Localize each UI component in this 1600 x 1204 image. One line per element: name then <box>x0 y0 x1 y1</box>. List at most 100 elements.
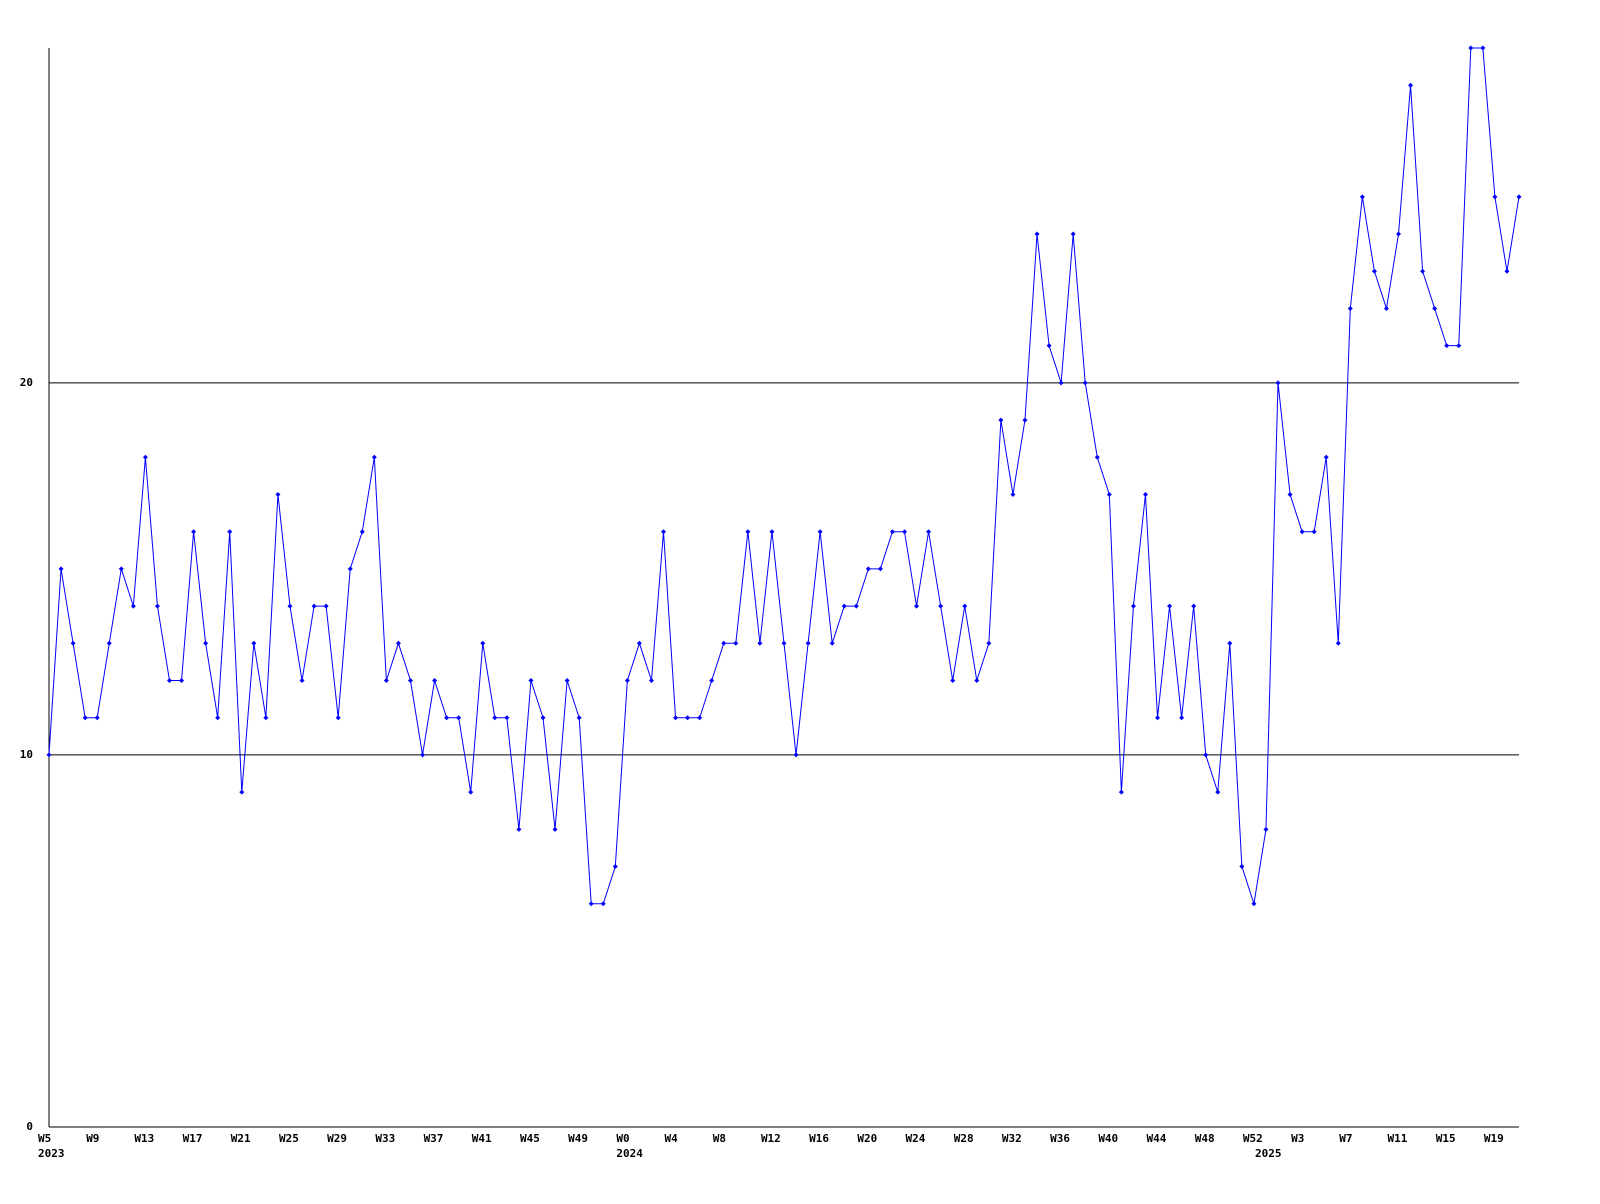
x-tick-label: W21 <box>231 1132 251 1145</box>
x-tick-label: W44 <box>1147 1132 1167 1145</box>
data-point <box>745 529 751 535</box>
data-point <box>528 678 534 684</box>
data-point <box>1034 231 1040 237</box>
data-point <box>1227 640 1233 646</box>
x-tick-label: W40 <box>1098 1132 1118 1145</box>
data-point <box>998 417 1004 423</box>
data-point <box>492 715 498 721</box>
data-point <box>962 603 968 609</box>
x-tick-label: W17 <box>183 1132 203 1145</box>
x-tick-label: W15 <box>1436 1132 1456 1145</box>
data-point <box>323 603 329 609</box>
data-point <box>1118 789 1124 795</box>
data-point <box>58 566 64 572</box>
data-point <box>1082 380 1088 386</box>
data-point <box>1191 603 1197 609</box>
x-tick-label: W48 <box>1195 1132 1215 1145</box>
data-point <box>576 715 582 721</box>
data-point <box>841 603 847 609</box>
x-tick-label: W5 <box>38 1132 51 1145</box>
data-point <box>612 864 618 870</box>
data-point <box>275 491 281 497</box>
x-tick-label: W0 <box>616 1132 629 1145</box>
data-point <box>733 640 739 646</box>
data-point <box>347 566 353 572</box>
data-point <box>215 715 221 721</box>
series-line <box>48 47 1520 905</box>
data-point <box>1203 752 1209 758</box>
data-point <box>673 715 679 721</box>
data-point <box>1420 268 1426 274</box>
data-point <box>648 678 654 684</box>
x-tick-label: W13 <box>134 1132 154 1145</box>
data-point <box>1516 194 1522 200</box>
data-point <box>853 603 859 609</box>
x-tick-label: W36 <box>1050 1132 1070 1145</box>
x-tick-label: W9 <box>86 1132 99 1145</box>
data-point <box>1215 789 1221 795</box>
data-point <box>769 529 775 535</box>
data-point <box>1167 603 1173 609</box>
data-point <box>166 678 172 684</box>
x-tick-label: W25 <box>279 1132 299 1145</box>
data-point <box>986 640 992 646</box>
data-point <box>1299 529 1305 535</box>
data-point <box>1408 82 1414 88</box>
data-point <box>203 640 209 646</box>
data-point <box>540 715 546 721</box>
x-tick-label: W20 <box>857 1132 877 1145</box>
data-point <box>901 529 907 535</box>
data-point <box>926 529 932 535</box>
x-tick-label: W7 <box>1339 1132 1352 1145</box>
data-point <box>1142 491 1148 497</box>
data-point <box>685 715 691 721</box>
data-point <box>1359 194 1365 200</box>
data-point <box>1468 45 1474 51</box>
data-point <box>504 715 510 721</box>
data-point <box>1432 305 1438 311</box>
data-point <box>1311 529 1317 535</box>
data-point <box>588 901 594 907</box>
x-tick-label: W12 <box>761 1132 781 1145</box>
data-point <box>1287 491 1293 497</box>
data-point <box>359 529 365 535</box>
data-point <box>757 640 763 646</box>
data-point <box>94 715 100 721</box>
y-tick-label: 10 <box>20 748 33 761</box>
data-point <box>311 603 317 609</box>
data-point <box>697 715 703 721</box>
data-point <box>1492 194 1498 200</box>
data-point <box>1456 343 1462 349</box>
data-point <box>624 678 630 684</box>
data-point <box>1070 231 1076 237</box>
x-tick-label: W3 <box>1291 1132 1304 1145</box>
data-point <box>950 678 956 684</box>
data-point <box>1275 380 1281 386</box>
data-point <box>46 752 52 758</box>
data-point <box>564 678 570 684</box>
data-point <box>1094 454 1100 460</box>
data-point <box>1106 491 1112 497</box>
data-point <box>251 640 257 646</box>
data-point <box>82 715 88 721</box>
data-point <box>865 566 871 572</box>
data-point <box>889 529 895 535</box>
data-point <box>407 678 413 684</box>
data-point <box>227 529 233 535</box>
data-point <box>1480 45 1486 51</box>
data-point <box>70 640 76 646</box>
data-point <box>1371 268 1377 274</box>
data-point <box>1444 343 1450 349</box>
data-point <box>877 566 883 572</box>
year-label: 2025 <box>1255 1147 1282 1160</box>
data-point <box>1179 715 1185 721</box>
x-tick-label: W41 <box>472 1132 492 1145</box>
data-point <box>974 678 980 684</box>
data-point <box>805 640 811 646</box>
data-point <box>383 678 389 684</box>
data-point <box>130 603 136 609</box>
data-point <box>1335 640 1341 646</box>
data-point <box>480 640 486 646</box>
data-point <box>721 640 727 646</box>
